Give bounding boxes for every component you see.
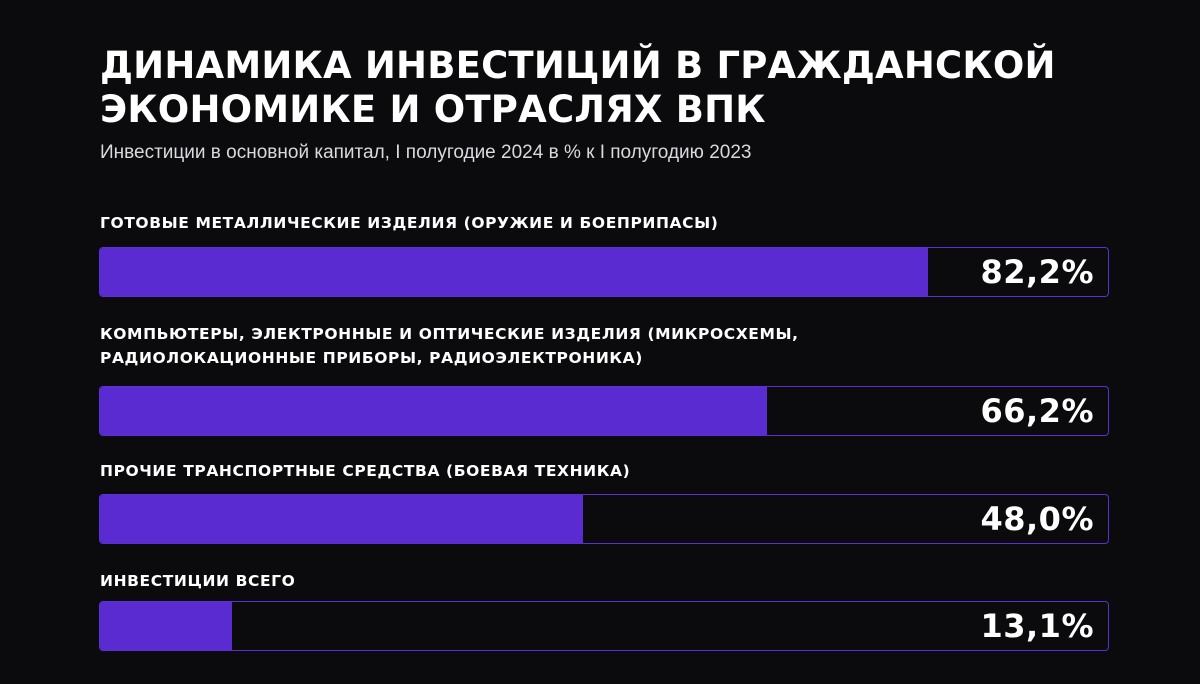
bar [100,495,583,543]
category-label: ИНВЕСТИЦИИ ВСЕГО [100,572,296,590]
bar [100,248,928,296]
bar-value-label: 66,2% [980,392,1094,430]
bar-value-label: 48,0% [980,500,1094,538]
bar-track: 13,1% [99,601,1109,651]
chart-title: ДИНАМИКА ИНВЕСТИЦИЙ В ГРАЖДАНСКОЙ ЭКОНОМИ… [100,44,1100,132]
chart-title-line: ДИНАМИКА ИНВЕСТИЦИЙ В ГРАЖДАНСКОЙ [100,44,1056,87]
chart-title-line: ЭКОНОМИКЕ И ОТРАСЛЯХ ВПК [100,88,766,131]
bar-track: 82,2% [99,247,1109,297]
chart-subtitle: Инвестиции в основной капитал, I полугод… [100,142,752,163]
bar [100,602,232,650]
bar-track: 48,0% [99,494,1109,544]
bar-value-label: 13,1% [980,607,1094,645]
bar-value-label: 82,2% [980,253,1094,291]
category-label: ПРОЧИЕ ТРАНСПОРТНЫЕ СРЕДСТВА (БОЕВАЯ ТЕХ… [100,462,631,480]
bar-track: 66,2% [99,386,1109,436]
bar [100,387,767,435]
category-label: КОМПЬЮТЕРЫ, ЭЛЕКТРОННЫЕ И ОПТИЧЕСКИЕ ИЗД… [100,325,799,367]
category-label: ГОТОВЫЕ МЕТАЛЛИЧЕСКИЕ ИЗДЕЛИЯ (ОРУЖИЕ И … [100,214,719,232]
